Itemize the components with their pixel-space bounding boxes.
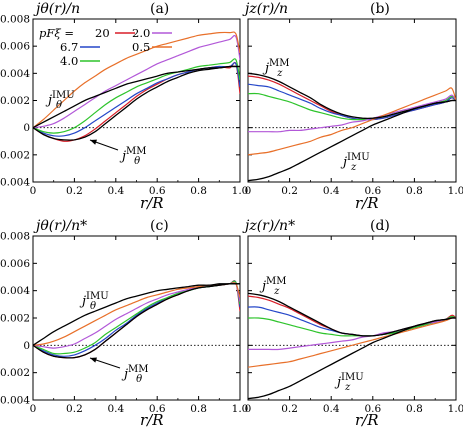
series-line-4-0 <box>248 92 456 121</box>
series-line-IMU <box>33 283 240 346</box>
series-line-6-7 <box>248 83 456 121</box>
panel-c: 00.20.40.60.81.00.0080.0060.0040.0020-0.… <box>0 218 248 429</box>
y-tick-label: -0.004 <box>0 395 30 407</box>
y-tick-label: -0.002 <box>0 367 30 379</box>
series-line-MM <box>248 72 456 119</box>
y-tick-label: -0.002 <box>0 149 30 161</box>
series-line-MM <box>33 283 240 359</box>
panel-label: (c) <box>150 218 169 234</box>
x-tick-label: 0.2 <box>281 185 298 197</box>
x-tick-label: 0.2 <box>66 403 83 415</box>
series-line-IMU <box>248 317 456 400</box>
x-tick-label: 0.2 <box>66 185 83 197</box>
panel-label: (b) <box>370 1 390 17</box>
panel-title: jz(r)/n <box>242 1 288 17</box>
annotation-label: jMM θ <box>119 146 147 167</box>
panel-label: (d) <box>370 218 390 234</box>
y-tick-label: 0.004 <box>0 285 30 297</box>
panel-title: jθ(r)/n <box>33 1 80 17</box>
series-line-6-7 <box>33 62 240 137</box>
x-axis-label: r/R <box>355 194 379 212</box>
y-tick-label: 0.006 <box>0 41 30 53</box>
series-line-2-0 <box>248 317 456 351</box>
y-tick-label: 0.004 <box>0 68 30 80</box>
y-tick-label: 0.002 <box>0 313 30 325</box>
series-line-6-7 <box>248 306 456 337</box>
series-line-0-5 <box>248 317 456 368</box>
x-tick-label: 0.6 <box>364 403 381 415</box>
x-tick-label: 0.4 <box>107 185 124 197</box>
annotation-label: jMM θ <box>121 364 149 385</box>
x-tick-label: 1.0 <box>232 403 249 415</box>
x-tick-label: 1.0 <box>232 185 249 197</box>
x-tick-label: 0.8 <box>406 403 423 415</box>
legend-entry-label: 20 <box>95 26 110 40</box>
x-tick-label: 0 <box>30 185 37 197</box>
legend-entry-label: 0.5 <box>132 40 150 54</box>
panel-title: jz(r)/n* <box>242 218 295 234</box>
annotation-arrowhead <box>90 357 97 363</box>
x-tick-label: 0 <box>30 403 37 415</box>
y-tick-label: 0 <box>23 340 30 352</box>
x-tick-label: 0.6 <box>149 185 166 197</box>
panel-a: 00.20.40.60.81.00.0080.0060.0040.0020-0.… <box>0 1 248 212</box>
series-line-IMU <box>33 65 240 129</box>
legend-entry-label: 2.0 <box>132 26 150 40</box>
series-line-2-0 <box>33 34 240 129</box>
panel-b: 0 0.2 0.4 0.6 0.8 1.0 jz(r)/n (b) r/R jMM z jIMU z <box>242 1 463 212</box>
annotation-label: jMM z <box>259 276 287 297</box>
x-tick-label: 0 <box>245 403 252 415</box>
series-line-0-5 <box>33 31 240 129</box>
x-tick-label: 0.2 <box>281 403 298 415</box>
series-line-2-0 <box>248 94 456 133</box>
x-tick-label: 0.6 <box>364 185 381 197</box>
y-tick-label: 0.002 <box>0 95 30 107</box>
x-axis-label: r/R <box>355 411 379 429</box>
x-tick-label: 0.4 <box>323 403 340 415</box>
series-line-0-5 <box>248 87 456 156</box>
legend: pFξ = 20 6.74.0 2.00.5 <box>39 26 172 68</box>
x-tick-label: 0 <box>245 185 252 197</box>
y-tick-label: 0.006 <box>0 258 30 270</box>
y-tick-label: 0 <box>23 122 30 134</box>
x-tick-label: 0.4 <box>107 403 124 415</box>
x-tick-label: 1.0 <box>448 185 463 197</box>
x-tick-label: 0.8 <box>190 185 207 197</box>
series-line-MM <box>33 65 240 141</box>
panel-d: 0 0.2 0.4 0.6 0.8 1.0 jz(r)/n* (d) r/R jMM z jIMU z <box>242 218 463 429</box>
legend-title: pFξ = <box>39 26 74 40</box>
x-tick-label: 0.8 <box>406 185 423 197</box>
annotation-label: jIMU θ <box>79 291 109 312</box>
x-axis-label: r/R <box>140 411 164 429</box>
annotation-label: jMM z <box>262 58 290 79</box>
annotation-label: jIMU z <box>334 372 364 393</box>
y-tick-label: -0.004 <box>0 177 30 189</box>
series-line-0-5 <box>33 282 240 346</box>
x-tick-label: 1.0 <box>448 403 463 415</box>
x-tick-label: 0.6 <box>149 403 166 415</box>
annotation-arrowhead <box>90 139 97 145</box>
panel-title: jθ(r)/n* <box>33 218 87 234</box>
legend-entry-label: 6.7 <box>60 40 78 54</box>
annotation-label: jIMU z <box>340 152 370 173</box>
y-tick-label: 0.008 <box>0 14 30 26</box>
series-line-4-0 <box>33 58 240 134</box>
x-axis-label: r/R <box>140 194 164 212</box>
series-line-4-0 <box>33 280 240 355</box>
annotation-label: jIMU θ <box>45 90 75 111</box>
series-line-MM <box>248 292 456 337</box>
legend-entry-label: 4.0 <box>60 54 78 68</box>
panel-label: (a) <box>150 1 169 17</box>
x-tick-label: 0.4 <box>323 185 340 197</box>
x-tick-label: 0.8 <box>190 403 207 415</box>
series-line-20 <box>248 75 456 121</box>
y-tick-label: 0.008 <box>0 231 30 243</box>
